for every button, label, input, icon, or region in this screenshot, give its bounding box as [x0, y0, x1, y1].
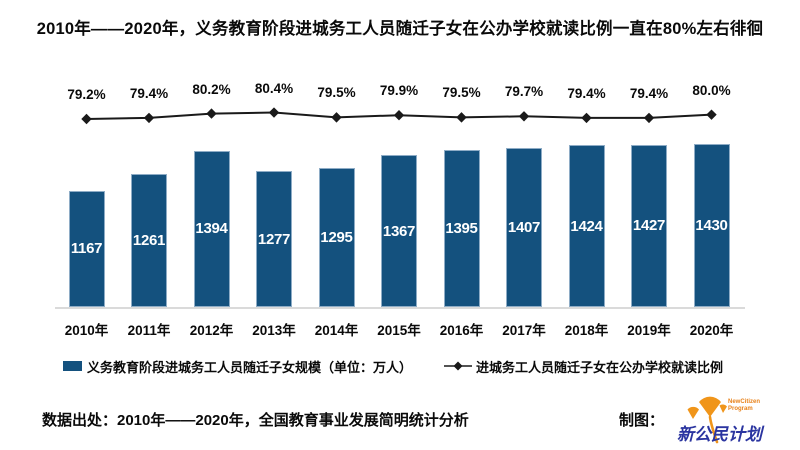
legend-label-line-series: 进城务工人员随迁子女在公办学校就读比例 — [476, 359, 724, 375]
diamond-marker — [581, 112, 592, 124]
percent-data-label: 80.0% — [692, 82, 731, 98]
x-axis-label: 2011年 — [127, 323, 171, 338]
bar-value-label: 1261 — [132, 232, 166, 250]
bar-value-label: 1427 — [632, 217, 666, 235]
bar-2017年: 1407 — [506, 148, 542, 307]
bar-value-label: 1367 — [382, 222, 416, 240]
bar-2015年: 1367 — [381, 155, 417, 307]
diamond-marker — [206, 108, 217, 119]
logo-subtext-line1: NewCitizen — [728, 399, 760, 405]
percent-data-label: 79.9% — [379, 83, 419, 99]
percent-data-label: 79.2% — [67, 87, 106, 102]
diamond-marker — [81, 113, 92, 125]
bar-value-label: 1295 — [320, 229, 353, 247]
legend-label-bar-series: 义务教育阶段进城务工人员随迁子女规模（单位：万人） — [87, 359, 413, 375]
percent-data-label: 80.2% — [192, 81, 231, 97]
percent-data-label: 79.4% — [567, 85, 606, 101]
bar-2013年: 1277 — [256, 171, 292, 307]
x-axis-label: 2016年 — [439, 323, 484, 338]
bar-value-label: 1430 — [695, 217, 728, 235]
percent-data-label: 79.4% — [629, 85, 669, 101]
diamond-marker — [393, 110, 405, 121]
diamond-marker — [331, 112, 342, 123]
ginkgo-leaf-icon — [687, 396, 727, 444]
chart-title: 2010年——2020年，义务教育阶段进城务工人员随迁子女在公办学校就读比例一直… — [36, 20, 764, 38]
new-citizen-program-logo: NewCitizen Program 新公民计划 — [676, 392, 780, 446]
x-axis-label: 2013年 — [252, 323, 296, 338]
bar-2010年: 1167 — [68, 190, 105, 307]
diamond-marker — [643, 112, 655, 124]
bar-2014年: 1295 — [318, 168, 355, 307]
x-axis-label: 2017年 — [502, 323, 546, 338]
diamond-marker — [143, 112, 155, 124]
credit-label: 制图： — [619, 412, 665, 429]
percent-data-label: 79.7% — [504, 84, 544, 100]
percent-data-label: 80.4% — [254, 80, 294, 96]
bar-value-label: 1167 — [70, 240, 103, 258]
trend-line — [86, 111, 712, 120]
bar-value-label: 1407 — [507, 219, 541, 237]
x-axis-label: 2019年 — [627, 323, 671, 338]
x-axis-label: 2010年 — [64, 323, 109, 338]
percent-data-label: 79.5% — [442, 85, 481, 101]
diamond-marker — [456, 112, 467, 123]
percent-data-label: 79.5% — [317, 85, 356, 101]
bar-2019年: 1427 — [631, 144, 667, 307]
bar-2020年: 1430 — [693, 144, 730, 307]
x-axis-label: 2020年 — [689, 323, 734, 338]
bar-value-label: 1277 — [257, 230, 291, 248]
x-axis-label: 2015年 — [377, 323, 421, 338]
x-axis-label: 2012年 — [189, 323, 234, 338]
bar-value-label: 1395 — [445, 220, 478, 238]
legend-item-bar-series: 义务教育阶段进城务工人员随迁子女规模（单位：万人） — [63, 357, 412, 375]
logo-name-text: 新公民计划 — [677, 425, 765, 444]
x-axis-label: 2014年 — [314, 323, 359, 338]
bar-2016年: 1395 — [443, 150, 480, 307]
bar-value-label: 1424 — [570, 217, 603, 235]
diamond-marker — [268, 107, 280, 118]
data-source-text: 数据出处：2010年——2020年，全国教育事业发展简明统计分析 — [42, 412, 469, 429]
legend-item-line-series: 进城务工人员随迁子女在公办学校就读比例 — [444, 357, 723, 375]
bar-2011年: 1261 — [131, 174, 167, 307]
logo-subtext-line2: Program — [728, 406, 753, 412]
diamond-marker — [518, 111, 530, 122]
x-axis-label: 2018年 — [564, 323, 609, 338]
percent-data-label: 79.4% — [129, 85, 169, 101]
bar-series-swatch-icon — [63, 361, 82, 371]
bar-2012年: 1394 — [193, 150, 230, 307]
line-series-marker-icon — [444, 361, 472, 371]
bar-2018年: 1424 — [568, 145, 605, 307]
diamond-marker — [706, 109, 717, 120]
bar-value-label: 1394 — [195, 220, 228, 238]
x-axis-line — [55, 307, 745, 309]
chart-legend: 义务教育阶段进城务工人员随迁子女规模（单位：万人） 进城务工人员随迁子女在公办学… — [0, 357, 800, 375]
